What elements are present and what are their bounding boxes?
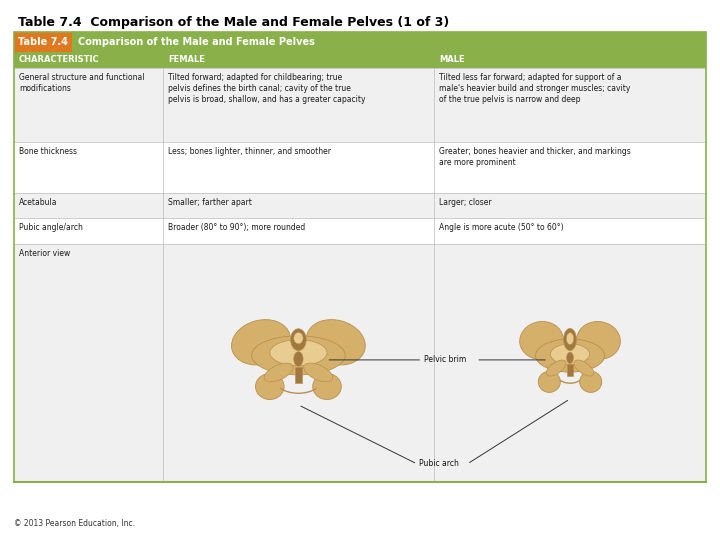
Bar [163, 52, 434, 68]
Text: Comparison of the Male and Female Pelves: Comparison of the Male and Female Pelves [78, 37, 315, 47]
Bar [14, 52, 163, 68]
Ellipse shape [567, 333, 574, 345]
Ellipse shape [574, 360, 594, 376]
Bar [14, 32, 706, 482]
Ellipse shape [256, 374, 284, 400]
Ellipse shape [264, 363, 293, 382]
Text: Less; bones lighter, thinner, and smoother: Less; bones lighter, thinner, and smooth… [168, 147, 330, 156]
Ellipse shape [580, 371, 602, 393]
Ellipse shape [536, 339, 605, 372]
Text: Broader (80° to 90°); more rounded: Broader (80° to 90°); more rounded [168, 223, 305, 232]
Ellipse shape [304, 363, 333, 382]
Ellipse shape [294, 352, 303, 366]
Ellipse shape [551, 344, 590, 365]
Bar [72, 32, 706, 52]
Bar [14, 32, 72, 52]
Text: Anterior view: Anterior view [19, 249, 71, 258]
Ellipse shape [291, 329, 306, 350]
Text: Tilted less far forward; adapted for support of a
male's heavier build and stron: Tilted less far forward; adapted for sup… [439, 73, 631, 104]
Bar [567, 364, 573, 376]
Text: General structure and functional
modifications: General structure and functional modific… [19, 73, 145, 93]
Ellipse shape [307, 320, 365, 365]
Text: Larger; closer: Larger; closer [439, 198, 492, 207]
Text: Table 7.4: Table 7.4 [18, 37, 68, 47]
Bar [14, 141, 706, 193]
Ellipse shape [577, 321, 621, 359]
Text: Table 7.4  Comparison of the Male and Female Pelves (1 of 3): Table 7.4 Comparison of the Male and Fem… [18, 16, 449, 29]
Ellipse shape [232, 320, 290, 365]
Text: Bone thickness: Bone thickness [19, 147, 77, 156]
Text: Tilted forward; adapted for childbearing; true
pelvis defines the birth canal; c: Tilted forward; adapted for childbearing… [168, 73, 365, 104]
Text: Pelvic brim: Pelvic brim [424, 355, 467, 364]
Ellipse shape [270, 340, 327, 366]
Ellipse shape [251, 336, 345, 375]
Text: Pubic angle/arch: Pubic angle/arch [19, 223, 83, 232]
Bar [14, 193, 706, 218]
Ellipse shape [564, 328, 577, 350]
Ellipse shape [312, 374, 341, 400]
Bar [434, 52, 706, 68]
Bar [294, 367, 302, 383]
Bar [14, 244, 706, 482]
Text: Pubic arch: Pubic arch [419, 460, 459, 469]
Ellipse shape [546, 360, 566, 376]
Ellipse shape [520, 321, 563, 359]
Bar [14, 68, 706, 141]
Text: FEMALE: FEMALE [168, 56, 204, 64]
Ellipse shape [539, 371, 560, 393]
Bar [14, 218, 706, 244]
Text: Greater; bones heavier and thicker, and markings
are more prominent: Greater; bones heavier and thicker, and … [439, 147, 631, 167]
Ellipse shape [294, 333, 303, 344]
Text: © 2013 Pearson Education, Inc.: © 2013 Pearson Education, Inc. [14, 519, 135, 528]
Text: Angle is more acute (50° to 60°): Angle is more acute (50° to 60°) [439, 223, 564, 232]
Ellipse shape [567, 352, 573, 363]
Text: MALE: MALE [439, 56, 464, 64]
Text: Acetabula: Acetabula [19, 198, 58, 207]
Text: Smaller; farther apart: Smaller; farther apart [168, 198, 252, 207]
Text: CHARACTERISTIC: CHARACTERISTIC [19, 56, 99, 64]
